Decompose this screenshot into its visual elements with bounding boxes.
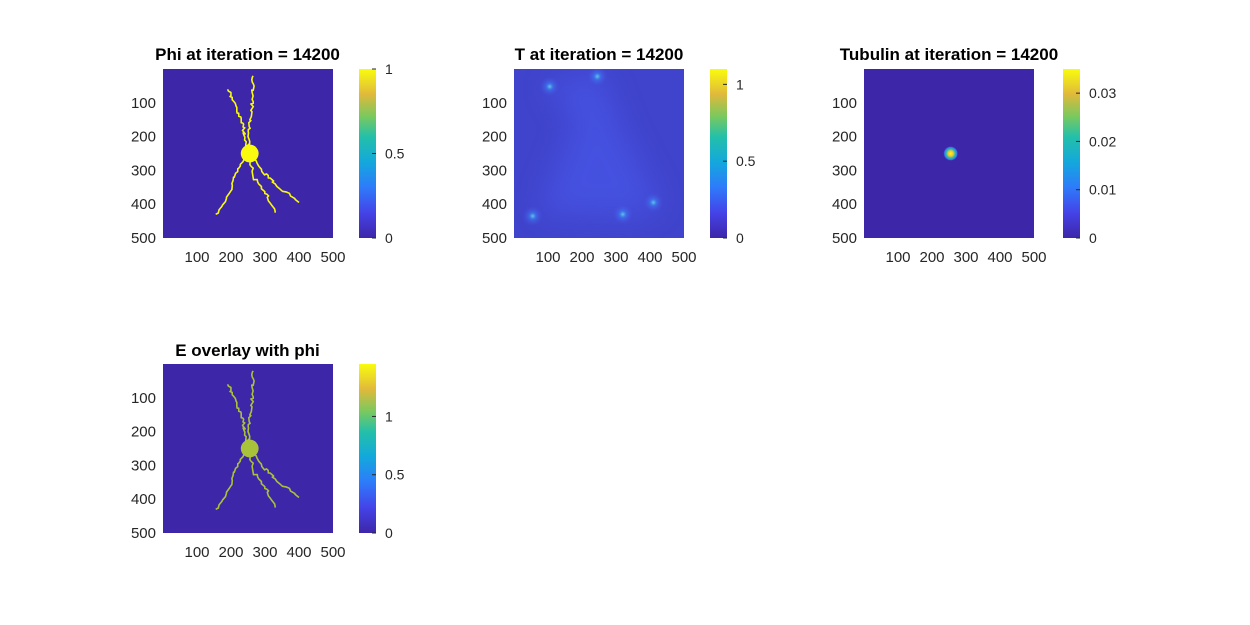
tubulin-xticks: 100 200 300 400 500: [885, 249, 1046, 266]
t-ytick-label: 200: [482, 129, 507, 146]
e-ytick-label: 200: [131, 424, 156, 441]
e-ytick-label: 300: [131, 457, 156, 474]
e-neuron: [215, 370, 300, 511]
t-hotspot: [587, 69, 608, 87]
t-xtick-label: 400: [637, 249, 662, 266]
t-field: [522, 69, 664, 227]
t-ytick-label: 100: [482, 95, 507, 112]
neurite-branch: [248, 448, 300, 499]
t-xtick-label: 100: [535, 249, 560, 266]
e-colorbar-ticks: 00.51: [372, 408, 405, 541]
tubulin-colorbar-tick-label: 0.01: [1089, 182, 1116, 198]
tubulin-xtick-label: 200: [919, 249, 944, 266]
soma: [240, 144, 259, 163]
tubulin-xtick-label: 400: [987, 249, 1012, 266]
phi-xtick-label: 500: [320, 249, 345, 266]
phi-neuron: [215, 75, 300, 216]
phi-colorbar-ticks: 00.51: [372, 61, 405, 246]
e-colorbar-tick-label: 0: [385, 525, 393, 541]
phi-xtick-label: 300: [252, 249, 277, 266]
e-ytick-label: 100: [131, 390, 156, 407]
e-colorbar: [359, 364, 376, 533]
e-xtick-label: 500: [320, 544, 345, 561]
e-colorbar-tick-label: 0.5: [385, 467, 405, 483]
t-xtick-label: 200: [569, 249, 594, 266]
soma: [240, 439, 259, 458]
tubulin-colorbar-tick-label: 0: [1089, 230, 1097, 246]
t-colorbar: [710, 69, 727, 238]
t-colorbar-tick-label: 1: [736, 76, 744, 92]
tubulin-ytick-label: 300: [832, 162, 857, 179]
tubulin-colorbar-tick-label: 0.03: [1089, 85, 1116, 101]
phi-colorbar: [359, 69, 376, 238]
panel-phi-title: Phi at iteration = 14200: [155, 45, 340, 64]
tubulin-ytick-label: 400: [832, 196, 857, 213]
phi-yticks: 100 200 300 400 500: [131, 95, 156, 247]
panel-tubulin: Tubulin at iteration = 14200 100 200 300 40…: [832, 45, 1116, 266]
neurite-branch: [215, 447, 251, 511]
panel-phi: Phi at iteration = 14200 100 200 300 400 500…: [131, 45, 405, 266]
neurite-branch: [247, 370, 255, 449]
panel-e-title: E overlay with phi: [175, 341, 320, 360]
phi-ytick-label: 500: [131, 230, 156, 247]
phi-colorbar-tick-label: 1: [385, 61, 393, 77]
t-colorbar-tick-label: 0: [736, 230, 744, 246]
neurite-branch: [247, 75, 255, 154]
phi-ytick-label: 300: [131, 162, 156, 179]
phi-ytick-label: 200: [131, 129, 156, 146]
neurite-branch: [248, 448, 276, 508]
t-hotspot: [539, 76, 560, 97]
tubulin-colorbar-tick-label: 0.02: [1089, 133, 1116, 149]
phi-xticks: 100 200 300 400 500: [184, 249, 345, 266]
panel-t: T at iteration = 14200 100 200 300 400 500 1…: [482, 45, 756, 266]
e-xtick-label: 200: [218, 544, 243, 561]
e-ytick-label: 500: [131, 525, 156, 542]
e-xticks: 100 200 300 400 500: [184, 544, 345, 561]
t-colorbar-ticks: 00.51: [723, 76, 756, 246]
phi-colorbar-tick-label: 0: [385, 230, 393, 246]
tubulin-colorbar: [1063, 69, 1080, 238]
e-xtick-label: 400: [286, 544, 311, 561]
tubulin-xtick-label: 500: [1021, 249, 1046, 266]
e-ytick-label: 400: [131, 491, 156, 508]
e-yticks: 100 200 300 400 500: [131, 390, 156, 542]
phi-xtick-label: 400: [286, 249, 311, 266]
phi-ytick-label: 100: [131, 95, 156, 112]
t-xtick-label: 300: [603, 249, 628, 266]
e-xtick-label: 300: [252, 544, 277, 561]
tubulin-xtick-label: 300: [953, 249, 978, 266]
neurite-branch: [248, 153, 276, 213]
t-hotspot: [612, 204, 633, 225]
tubulin-ytick-label: 200: [832, 129, 857, 146]
neurite-branch: [226, 88, 251, 154]
tubulin-colorbar-ticks: 0 0.01 0.02 0.03: [1076, 85, 1116, 246]
t-yticks: 100 200 300 400 500: [482, 95, 507, 247]
t-ytick-label: 300: [482, 162, 507, 179]
tubulin-ytick-label: 100: [832, 95, 857, 112]
t-ytick-label: 400: [482, 196, 507, 213]
panel-tubulin-title: Tubulin at iteration = 14200: [840, 45, 1058, 64]
panel-t-title: T at iteration = 14200: [515, 45, 684, 64]
e-xtick-label: 100: [184, 544, 209, 561]
tubulin-peak: [943, 146, 959, 161]
t-ytick-label: 500: [482, 230, 507, 247]
t-xtick-label: 500: [671, 249, 696, 266]
phi-xtick-label: 100: [184, 249, 209, 266]
t-xticks: 100 200 300 400 500: [535, 249, 696, 266]
t-hotspot: [643, 192, 664, 213]
neurite-branch: [215, 152, 251, 216]
tubulin-xtick-label: 100: [885, 249, 910, 266]
phi-xtick-label: 200: [218, 249, 243, 266]
tubulin-yticks: 100 200 300 400 500: [832, 95, 857, 247]
tubulin-ytick-label: 500: [832, 230, 857, 247]
neurite-branch: [226, 383, 251, 449]
t-colorbar-tick-label: 0.5: [736, 153, 756, 169]
panel-e: E overlay with phi 100 200 300 400 500 100 20…: [131, 341, 405, 561]
phi-ytick-label: 400: [131, 196, 156, 213]
t-hotspot: [522, 206, 543, 227]
phi-colorbar-tick-label: 0.5: [385, 146, 405, 162]
neurite-branch: [248, 153, 300, 204]
e-colorbar-tick-label: 1: [385, 408, 393, 424]
